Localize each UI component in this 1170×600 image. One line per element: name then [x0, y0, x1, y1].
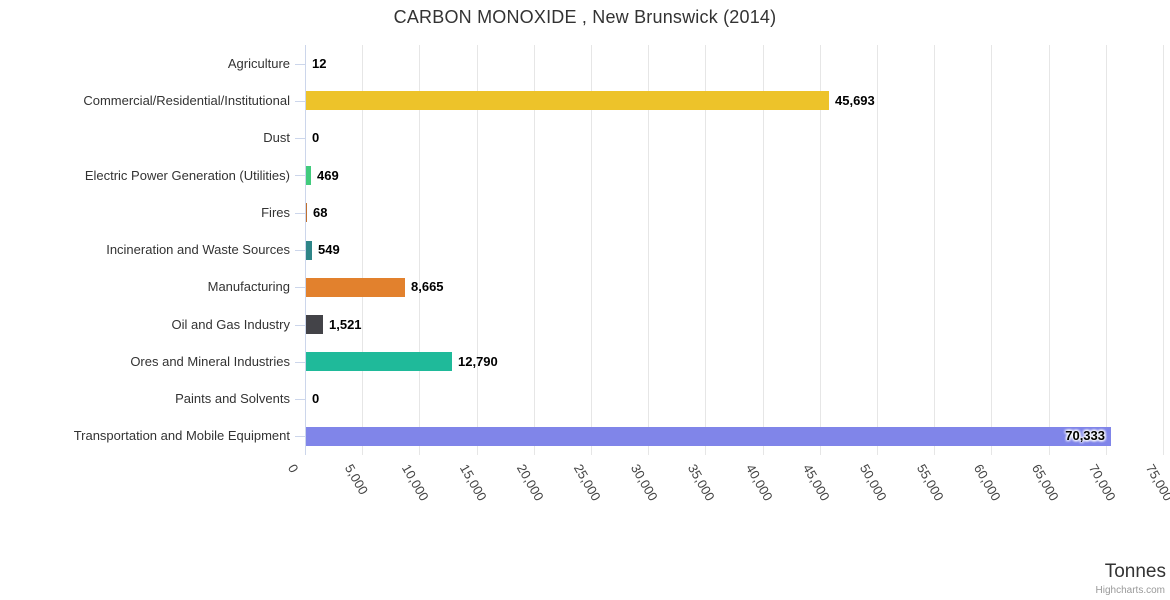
value-axis-tick-label: 70,000	[1085, 461, 1119, 504]
category-tick	[295, 399, 305, 400]
data-label: 12	[312, 55, 327, 71]
data-label: 0	[312, 130, 320, 146]
data-label: 68	[313, 204, 328, 220]
category-tick	[295, 101, 305, 102]
data-label: 1,521	[329, 316, 362, 332]
category-tick	[295, 213, 305, 214]
bar[interactable]	[306, 315, 323, 334]
value-axis-tick-label: 35,000	[685, 461, 719, 504]
category-tick	[295, 436, 305, 437]
value-axis-tick-label: 5,000	[342, 461, 372, 498]
value-axis-tick-label: 65,000	[1028, 461, 1062, 504]
gridline	[819, 45, 821, 455]
value-axis-tick-label: 75,000	[1142, 461, 1170, 504]
gridline	[591, 45, 592, 455]
category-label: Dust	[263, 130, 290, 146]
gridline	[1163, 45, 1164, 455]
gridline	[991, 45, 993, 455]
gridline	[476, 45, 478, 455]
category-label: Electric Power Generation (Utilities)	[84, 167, 290, 183]
data-label: 549	[318, 242, 340, 257]
data-label: 12,790	[458, 353, 498, 369]
category-tick	[295, 250, 305, 251]
value-axis-title: Tonnes	[1104, 561, 1166, 582]
category-tick	[295, 362, 305, 363]
data-label: 0	[312, 391, 320, 407]
value-axis-tick-label: 20,000	[513, 461, 547, 504]
bar[interactable]	[306, 166, 311, 185]
category-label: Paints and Solvents	[175, 391, 290, 407]
category-label: Fires	[261, 204, 290, 220]
value-axis-tick-label: 0	[284, 461, 302, 476]
value-axis-tick-label: 40,000	[742, 461, 776, 504]
category-tick	[295, 138, 305, 139]
gridline	[705, 45, 707, 455]
gridline	[1048, 45, 1050, 455]
gridline	[934, 45, 936, 455]
bar[interactable]	[306, 203, 307, 222]
category-axis-line	[305, 45, 306, 455]
value-axis-tick-label: 10,000	[399, 461, 433, 504]
category-tick	[295, 64, 305, 65]
gridline	[648, 45, 650, 455]
chart-title: CARBON MONOXIDE , New Brunswick (2014)	[393, 7, 777, 27]
gridline	[419, 45, 421, 455]
category-tick	[295, 325, 305, 326]
data-label: 70,333	[1065, 428, 1105, 444]
data-label: 8,665	[411, 279, 444, 295]
bar[interactable]	[306, 241, 312, 260]
value-axis-tick-label: 50,000	[856, 461, 890, 504]
data-label: 45,693	[835, 92, 875, 108]
category-label: Oil and Gas Industry	[171, 316, 291, 332]
category-tick	[295, 175, 305, 176]
category-label: Commercial/Residential/Institutional	[83, 92, 290, 108]
category-label: Incineration and Waste Sources	[106, 242, 290, 257]
category-label: Ores and Mineral Industries	[130, 353, 290, 369]
value-axis-tick-label: 30,000	[628, 461, 661, 504]
bar[interactable]	[306, 91, 829, 110]
category-label: Manufacturing	[207, 279, 290, 295]
value-axis-tick-label: 25,000	[570, 461, 604, 504]
bar[interactable]	[306, 278, 405, 297]
value-axis-tick-label: 45,000	[799, 461, 833, 504]
gridline	[362, 45, 364, 455]
category-tick	[295, 287, 305, 288]
bar[interactable]	[306, 352, 452, 371]
value-axis-tick-label: 55,000	[914, 461, 947, 504]
value-axis-tick-label: 60,000	[971, 461, 1005, 504]
data-label: 469	[317, 167, 339, 183]
category-label: Transportation and Mobile Equipment	[73, 428, 290, 444]
category-label: Agriculture	[227, 55, 290, 71]
gridline	[533, 45, 535, 455]
gridline	[1105, 45, 1107, 455]
value-axis-tick-label: 15,000	[456, 461, 490, 504]
highcharts-credit-link[interactable]: Highcharts.com	[1095, 585, 1165, 596]
gridline	[762, 45, 764, 455]
gridline	[877, 45, 878, 455]
bar[interactable]	[306, 427, 1111, 446]
